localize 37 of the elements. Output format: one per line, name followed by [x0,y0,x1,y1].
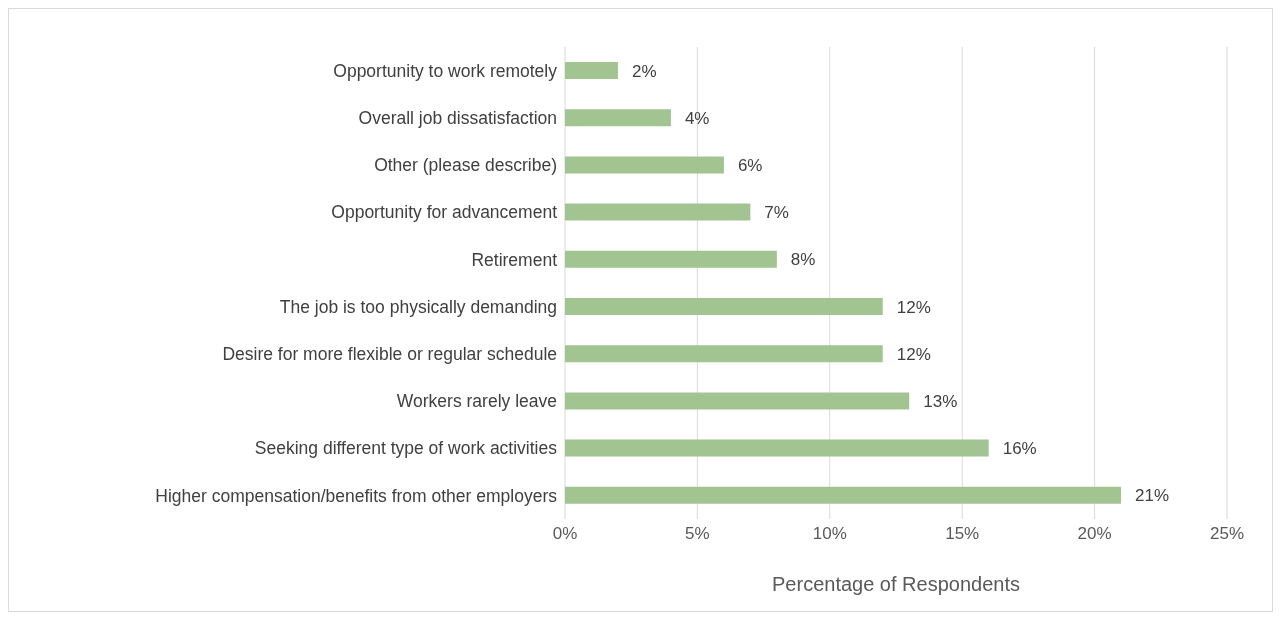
x-tick-label: 25% [1209,524,1245,544]
y-tick-label: Opportunity for advancement [331,202,558,223]
x-axis-title: Percentage of Respondents [772,573,1020,595]
y-tick-label: Opportunity to work remotely [333,60,558,81]
bar [565,250,777,268]
y-tick-label: Desire for more flexible or regular schedule [222,344,557,365]
data-label: 16% [1002,439,1037,459]
y-tick-label: Other (please describe) [374,155,557,176]
bar [565,62,618,79]
y-tick-label: Higher compensation/benefits from other employers [155,485,558,506]
bar [565,203,751,221]
y-tick-label: Overall job dissatisfaction [358,108,557,129]
x-tick-label: 15% [945,524,980,544]
bar [565,486,1122,504]
bar [565,392,910,410]
data-label: 7% [764,203,789,223]
data-label: 21% [1135,486,1170,506]
x-tick-label: 0% [552,524,578,544]
data-label: 6% [737,155,763,175]
data-label: 2% [631,61,657,81]
y-tick-label: Retirement [471,249,558,270]
x-tick-label: 5% [685,524,710,544]
bar [565,109,671,127]
data-label: 12% [896,297,931,317]
y-tick-label: Seeking different type of work activities [254,438,558,459]
bar [565,156,724,174]
bar [565,298,883,315]
y-tick-label: Workers rarely leave [396,391,557,412]
bar [565,345,883,363]
x-tick-label: 10% [812,524,847,544]
x-tick-label: 20% [1077,524,1112,544]
data-label: 4% [684,108,710,128]
bar [565,439,989,457]
y-tick-label: The job is too physically demanding [279,296,557,317]
data-label: 12% [896,344,931,364]
data-label: 8% [790,250,816,270]
data-label: 13% [923,391,958,411]
